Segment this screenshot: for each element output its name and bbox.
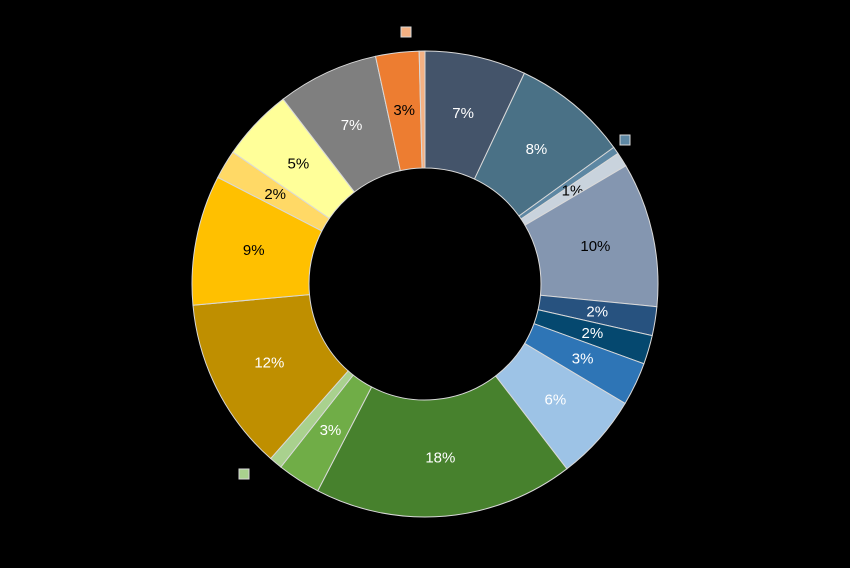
data-label-13: 12% bbox=[254, 354, 284, 371]
data-label-7: 2% bbox=[582, 325, 604, 342]
data-label-2: 8% bbox=[526, 141, 548, 158]
donut-slice-19 bbox=[418, 50, 426, 169]
data-label-14: 9% bbox=[243, 242, 265, 259]
callout-marker-2 bbox=[619, 134, 631, 146]
data-label-16: 5% bbox=[288, 155, 310, 172]
data-label-10: 18% bbox=[425, 449, 455, 466]
donut-slice-10 bbox=[317, 375, 568, 518]
data-label-8: 3% bbox=[572, 350, 594, 367]
data-label-1: 7% bbox=[452, 105, 474, 122]
data-label-11: 3% bbox=[320, 422, 342, 439]
data-label-6: 2% bbox=[586, 303, 608, 320]
data-label-17: 7% bbox=[341, 117, 363, 134]
callout-marker-3 bbox=[238, 468, 250, 480]
data-label-5: 10% bbox=[580, 238, 610, 255]
data-label-18: 3% bbox=[393, 102, 415, 119]
data-label-9: 6% bbox=[545, 391, 567, 408]
data-label-15: 2% bbox=[264, 186, 286, 203]
callout-marker-1 bbox=[400, 26, 412, 38]
